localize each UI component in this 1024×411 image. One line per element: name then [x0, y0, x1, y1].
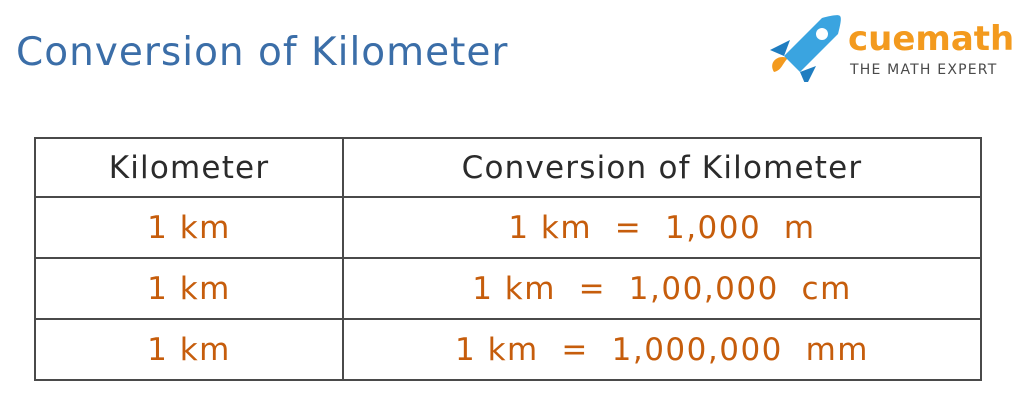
brand-math: math	[915, 19, 1015, 59]
table-header-row: Kilometer Conversion of Kilometer	[34, 137, 982, 198]
conversion-table: Kilometer Conversion of Kilometer 1 km 1…	[34, 137, 982, 381]
row-unit-cell: 1 km	[34, 318, 344, 381]
row-conversion-cell: 1 km = 1,000,000 mm	[342, 318, 982, 381]
row-unit-cell: 1 km	[34, 257, 344, 320]
logo-tagline: THE MATH EXPERT	[850, 62, 998, 78]
header-conversion: Conversion of Kilometer	[342, 137, 982, 198]
table-row: 1 km 1 km = 1,000,000 mm	[34, 318, 982, 381]
rocket-icon	[770, 15, 841, 82]
table-row: 1 km 1 km = 1,00,000 cm	[34, 257, 982, 320]
row-conversion-cell: 1 km = 1,00,000 cm	[342, 257, 982, 320]
cuemath-logo: cuemath THE MATH EXPERT	[760, 10, 1015, 82]
brand-cue: cue	[848, 19, 916, 59]
row-unit-cell: 1 km	[34, 196, 344, 259]
table-row: 1 km 1 km = 1,000 m	[34, 196, 982, 259]
page-title: Conversion of Kilometer	[16, 30, 509, 75]
row-conversion-cell: 1 km = 1,000 m	[342, 196, 982, 259]
header-kilometer: Kilometer	[34, 137, 344, 198]
